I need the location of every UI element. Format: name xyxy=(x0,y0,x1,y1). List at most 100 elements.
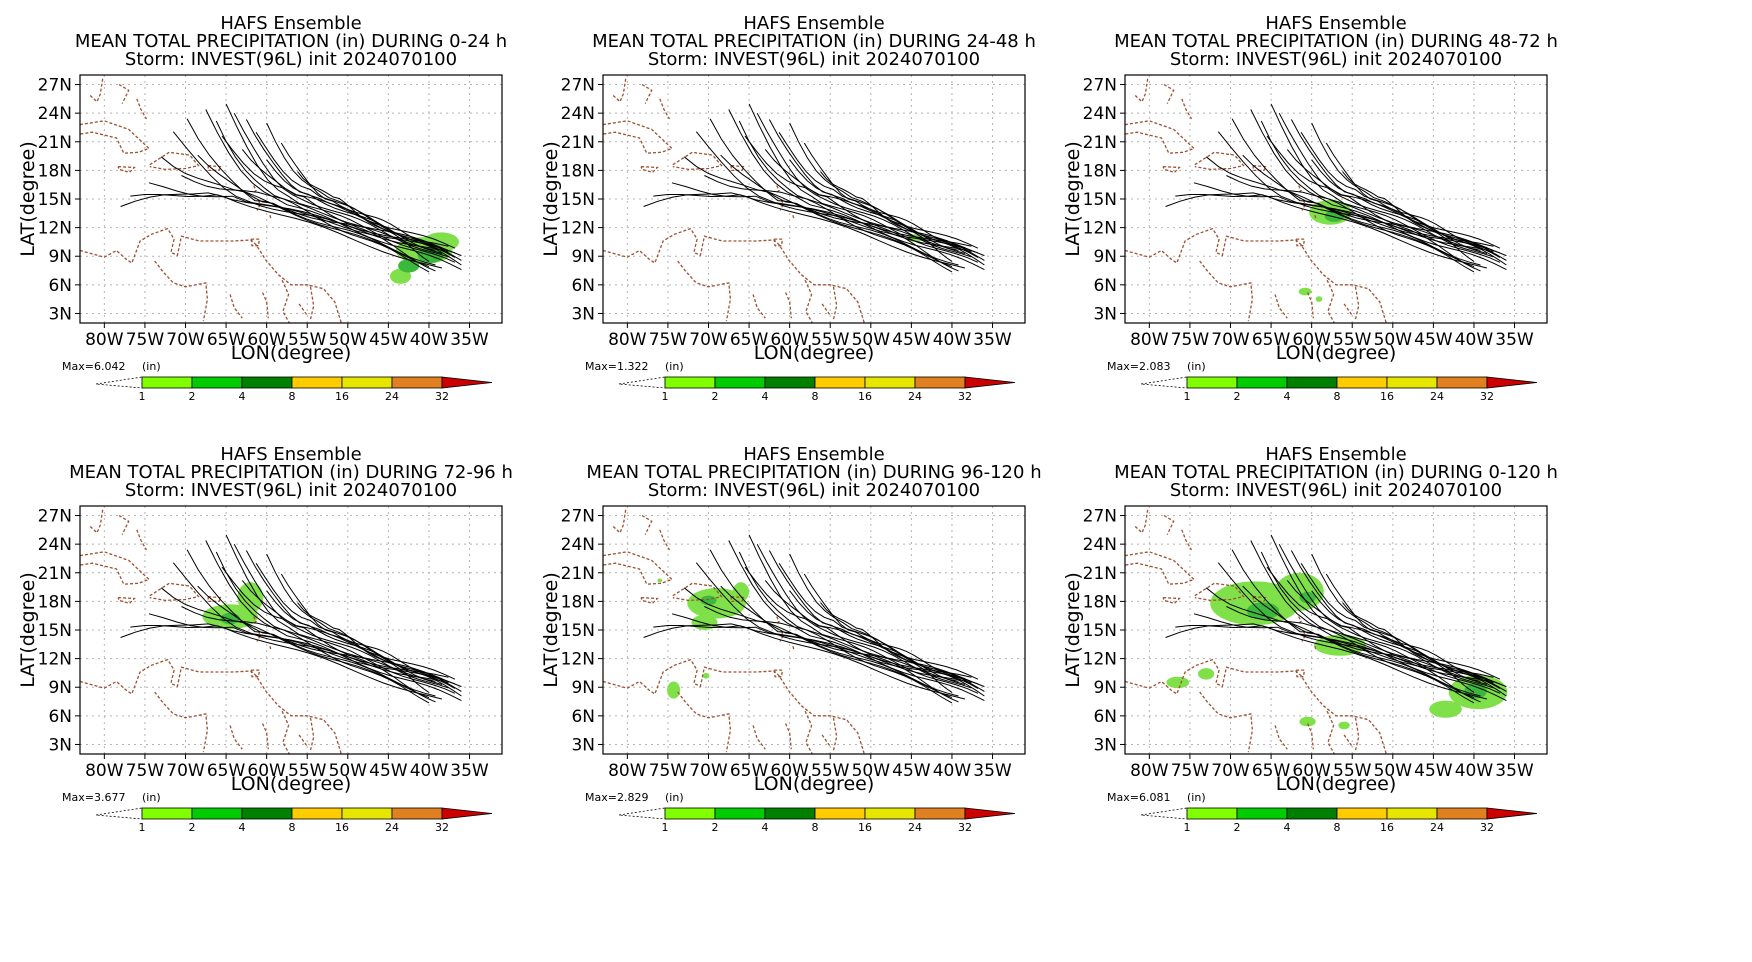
x-tick-label: 45W xyxy=(369,761,408,781)
coastline xyxy=(1343,734,1353,747)
y-tick-label: 6N xyxy=(571,707,595,727)
coastline xyxy=(730,595,746,603)
x-tick-label: 60W xyxy=(1292,761,1331,781)
precip-area xyxy=(1166,676,1190,689)
y-tick-label: 12N xyxy=(561,650,595,670)
storm-track xyxy=(1278,543,1494,689)
y-tick-label: 24N xyxy=(38,535,72,555)
x-tick-label: 45W xyxy=(892,330,931,350)
y-tick-label: 27N xyxy=(1083,507,1117,527)
precip-area xyxy=(700,595,717,606)
coastline xyxy=(80,551,151,585)
precip-area xyxy=(657,578,663,583)
storm-track xyxy=(225,534,456,694)
coastline xyxy=(256,199,261,211)
colorbar-segment xyxy=(914,807,966,820)
y-tick-label: 21N xyxy=(561,564,595,584)
y-tick-label: 15N xyxy=(561,621,595,641)
colorbar-label: 1 xyxy=(1184,390,1191,403)
colorbar-segment xyxy=(1336,807,1388,820)
colorbar-label: 4 xyxy=(239,390,246,403)
storm-track xyxy=(1278,112,1494,258)
colorbar-label: 16 xyxy=(1380,390,1394,403)
x-tick-label: 70W xyxy=(689,330,728,350)
coastline xyxy=(1297,616,1302,625)
panel-title-line1: HAFS Ensemble xyxy=(743,444,884,465)
storm-track xyxy=(1205,587,1475,699)
y-tick-label: 6N xyxy=(571,276,595,296)
coastline xyxy=(1354,286,1360,320)
x-tick-label: 65W xyxy=(730,330,769,350)
panel-title-line1: HAFS Ensemble xyxy=(220,444,361,465)
coastline xyxy=(250,238,261,247)
coastline xyxy=(118,83,130,104)
colorbar-label: 2 xyxy=(712,821,719,834)
coastline xyxy=(256,630,261,642)
colorbar-segment xyxy=(391,376,443,389)
y-tick-label: 18N xyxy=(561,161,595,181)
y-axis-label: LAT(degree) xyxy=(540,141,562,257)
colorbar-label: 2 xyxy=(189,390,196,403)
colorbar-segment xyxy=(341,376,393,389)
x-tick-label: 55W xyxy=(1333,761,1372,781)
y-tick-label: 24N xyxy=(1083,535,1117,555)
x-tick-label: 50W xyxy=(852,761,891,781)
x-tick-label: 40W xyxy=(1455,330,1494,350)
coastline xyxy=(603,551,674,585)
x-tick-label: 70W xyxy=(1211,761,1250,781)
coastline xyxy=(792,215,795,219)
x-tick-label: 75W xyxy=(1171,330,1210,350)
max-value-label: Max=2.083 xyxy=(1107,360,1170,373)
storm-track xyxy=(764,149,959,272)
x-tick-label: 55W xyxy=(1333,330,1372,350)
coastline xyxy=(672,582,723,602)
colorbar-segment xyxy=(764,376,816,389)
panel-title-line1: HAFS Ensemble xyxy=(1265,444,1406,465)
storm-track xyxy=(1242,585,1481,697)
y-tick-label: 27N xyxy=(561,76,595,96)
coastline xyxy=(1314,215,1317,219)
x-tick-label: 65W xyxy=(207,330,246,350)
precip-area xyxy=(732,582,750,602)
panel-title-line1: HAFS Ensemble xyxy=(220,13,361,34)
colorbar-label: 24 xyxy=(908,821,922,834)
colorbar-upper-extension xyxy=(964,376,1016,389)
coastline xyxy=(136,98,148,120)
coastline xyxy=(752,725,766,750)
storm-track xyxy=(738,120,953,273)
coastline xyxy=(677,691,732,753)
coastline xyxy=(775,616,780,625)
colorbar-segment xyxy=(141,807,193,820)
colorbar-label: 1 xyxy=(139,390,146,403)
coastline xyxy=(640,596,659,605)
coastline xyxy=(309,286,315,320)
storm-track xyxy=(1270,103,1501,263)
panel-title-line2: MEAN TOTAL PRECIPITATION (in) DURING 96-… xyxy=(586,462,1041,483)
storm-track xyxy=(1165,623,1488,700)
y-tick-label: 12N xyxy=(1083,650,1117,670)
panel-title-line2: MEAN TOTAL PRECIPITATION (in) DURING 48-… xyxy=(1114,31,1558,52)
coastline xyxy=(269,646,272,650)
coastline xyxy=(640,165,659,174)
x-tick-label: 65W xyxy=(730,761,769,781)
colorbar-label: 24 xyxy=(385,390,399,403)
x-tick-label: 80W xyxy=(608,330,647,350)
plot-area xyxy=(1125,506,1547,754)
colorbar-lower-extension xyxy=(1140,376,1188,389)
colorbar-segment xyxy=(714,807,766,820)
colorbar-upper-extension xyxy=(964,807,1016,820)
y-tick-label: 24N xyxy=(561,104,595,124)
precip-area xyxy=(1429,700,1462,718)
unit-label: (in) xyxy=(1187,791,1206,804)
y-tick-label: 21N xyxy=(38,133,72,153)
precip-area xyxy=(1338,721,1350,730)
x-tick-label: 45W xyxy=(1414,761,1453,781)
panel-title-line3: Storm: INVEST(96L) init 2024070100 xyxy=(648,49,980,70)
coastline xyxy=(775,185,780,194)
storm-track xyxy=(120,192,443,269)
coastline xyxy=(269,215,272,219)
x-tick-label: 55W xyxy=(288,761,327,781)
max-value-label: Max=3.677 xyxy=(62,791,125,804)
coastline xyxy=(229,294,243,319)
x-tick-label: 45W xyxy=(1414,330,1453,350)
